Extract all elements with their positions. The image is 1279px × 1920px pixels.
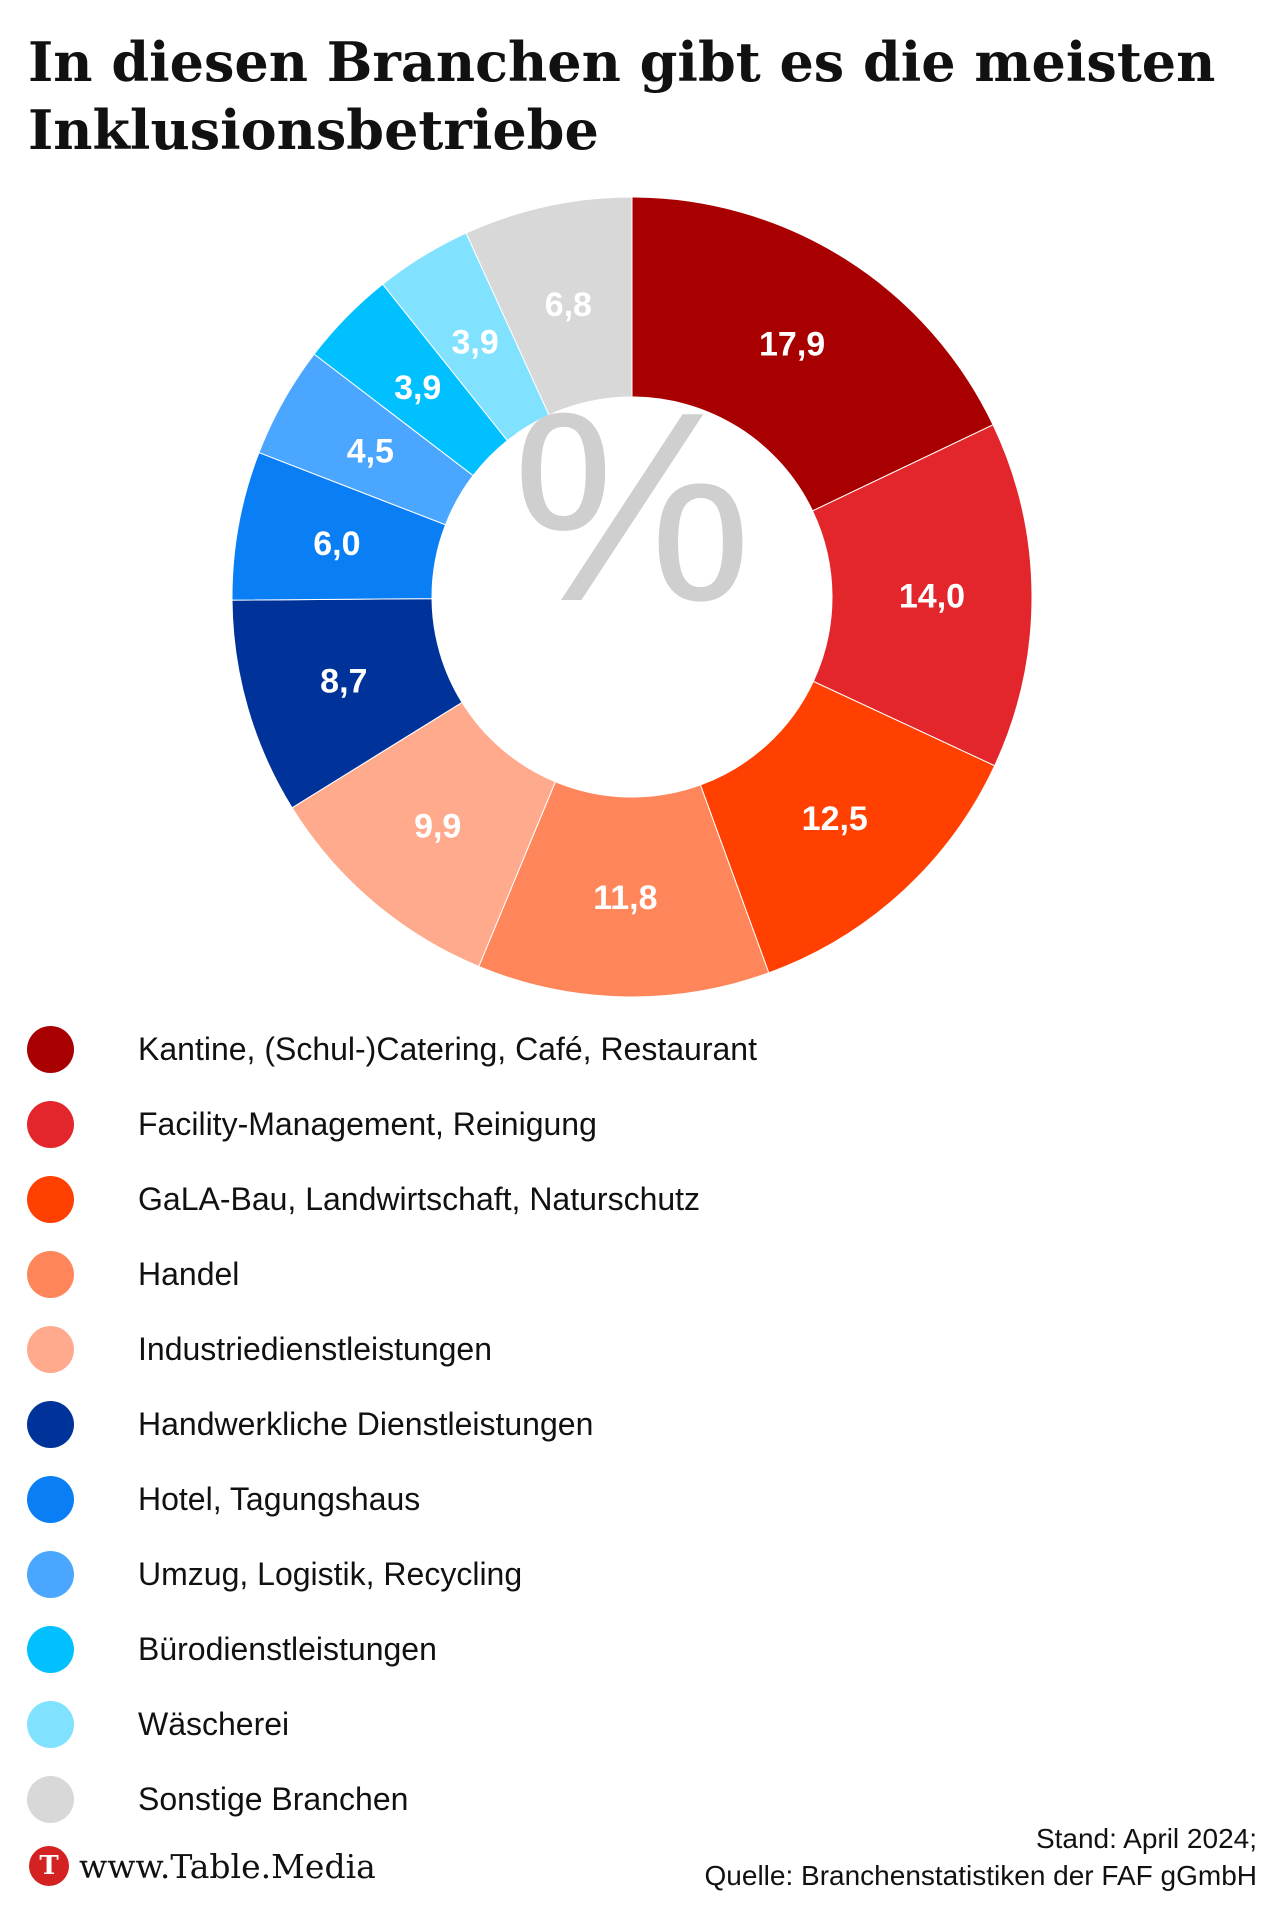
legend-label: Industriedienstleistungen <box>138 1331 493 1367</box>
source-text: Quelle: Branchenstatistiken der FAF gGmb… <box>704 1860 1257 1891</box>
slice-value-label-3: 12,5 <box>802 800 868 838</box>
legend-label: Bürodienstleistungen <box>138 1631 437 1667</box>
slice-value-label-1: 17,9 <box>759 325 825 363</box>
slice-11 <box>465 196 633 416</box>
center-percent-label: % <box>512 357 752 658</box>
slice-value-label-6: 8,7 <box>320 662 367 700</box>
legend-item: Industriedienstleistungen <box>27 1312 757 1387</box>
legend-item: Facility-Management, Reinigung <box>27 1087 757 1162</box>
slice-2 <box>811 424 1033 767</box>
legend-item: Handel <box>27 1237 757 1312</box>
legend-label: Handel <box>138 1256 240 1292</box>
legend-label: Handwerkliche Dienstleistungen <box>138 1406 594 1442</box>
slice-value-label-10: 3,9 <box>451 323 498 361</box>
chart-title: In diesen Branchen gibt es die meisten I… <box>28 30 1216 162</box>
legend-item: Hotel, Tagungshaus <box>27 1462 757 1537</box>
legend-item: Umzug, Logistik, Recycling <box>27 1537 757 1612</box>
slice-value-label-7: 6,0 <box>313 525 360 563</box>
slice-1 <box>631 196 994 512</box>
source-note: Stand: April 2024; Quelle: Branchenstati… <box>705 1820 1257 1894</box>
legend-swatch-icon <box>27 1326 74 1373</box>
legend-label: Hotel, Tagungshaus <box>138 1481 421 1517</box>
slice-value-label-11: 6,8 <box>545 286 592 324</box>
donut-chart: 17,914,012,511,89,98,76,04,53,93,96,8 % <box>231 196 1033 998</box>
table-media-logo: T www.Table.Media <box>29 1846 376 1886</box>
legend-item: Wäscherei <box>27 1687 757 1762</box>
legend-swatch-icon <box>27 1701 74 1748</box>
legend-item: Sonstige Branchen <box>27 1762 757 1837</box>
legend-swatch-icon <box>27 1776 74 1823</box>
legend-label: Sonstige Branchen <box>138 1781 409 1817</box>
slice-value-label-4: 11,8 <box>593 879 657 917</box>
legend-swatch-icon <box>27 1251 74 1298</box>
chart-value-labels: 17,914,012,511,89,98,76,04,53,93,96,8 <box>313 286 965 917</box>
stand-date: Stand: April 2024; <box>1035 1823 1257 1854</box>
legend-swatch-icon <box>27 1101 74 1148</box>
legend-item: Kantine, (Schul-)Catering, Café, Restaur… <box>27 1012 757 1087</box>
legend-label: Facility-Management, Reinigung <box>138 1106 597 1142</box>
legend-swatch-icon <box>27 1476 74 1523</box>
slice-value-label-2: 14,0 <box>899 578 965 616</box>
slice-value-label-9: 3,9 <box>394 369 441 407</box>
slice-value-label-5: 9,9 <box>414 808 461 846</box>
legend-swatch-icon <box>27 1551 74 1598</box>
legend-item: GaLA-Bau, Landwirtschaft, Naturschutz <box>27 1162 757 1237</box>
legend-label: Wäscherei <box>138 1706 290 1742</box>
legend-swatch-icon <box>27 1026 74 1073</box>
logo-url: www.Table.Media <box>79 1846 376 1886</box>
chart-legend: Kantine, (Schul-)Catering, Café, Restaur… <box>27 1012 757 1837</box>
slice-3 <box>699 680 996 974</box>
legend-label: Umzug, Logistik, Recycling <box>138 1556 523 1592</box>
legend-swatch-icon <box>27 1176 74 1223</box>
logo-t-icon: T <box>29 1846 69 1886</box>
slice-value-label-8: 4,5 <box>347 432 394 470</box>
slice-4 <box>478 781 770 998</box>
legend-swatch-icon <box>27 1401 74 1448</box>
legend-item: Handwerkliche Dienstleistungen <box>27 1387 757 1462</box>
legend-item: Bürodienstleistungen <box>27 1612 757 1687</box>
legend-swatch-icon <box>27 1626 74 1673</box>
legend-label: Kantine, (Schul-)Catering, Café, Restaur… <box>138 1031 757 1067</box>
chart-slices <box>231 196 1033 998</box>
legend-label: GaLA-Bau, Landwirtschaft, Naturschutz <box>138 1181 701 1217</box>
